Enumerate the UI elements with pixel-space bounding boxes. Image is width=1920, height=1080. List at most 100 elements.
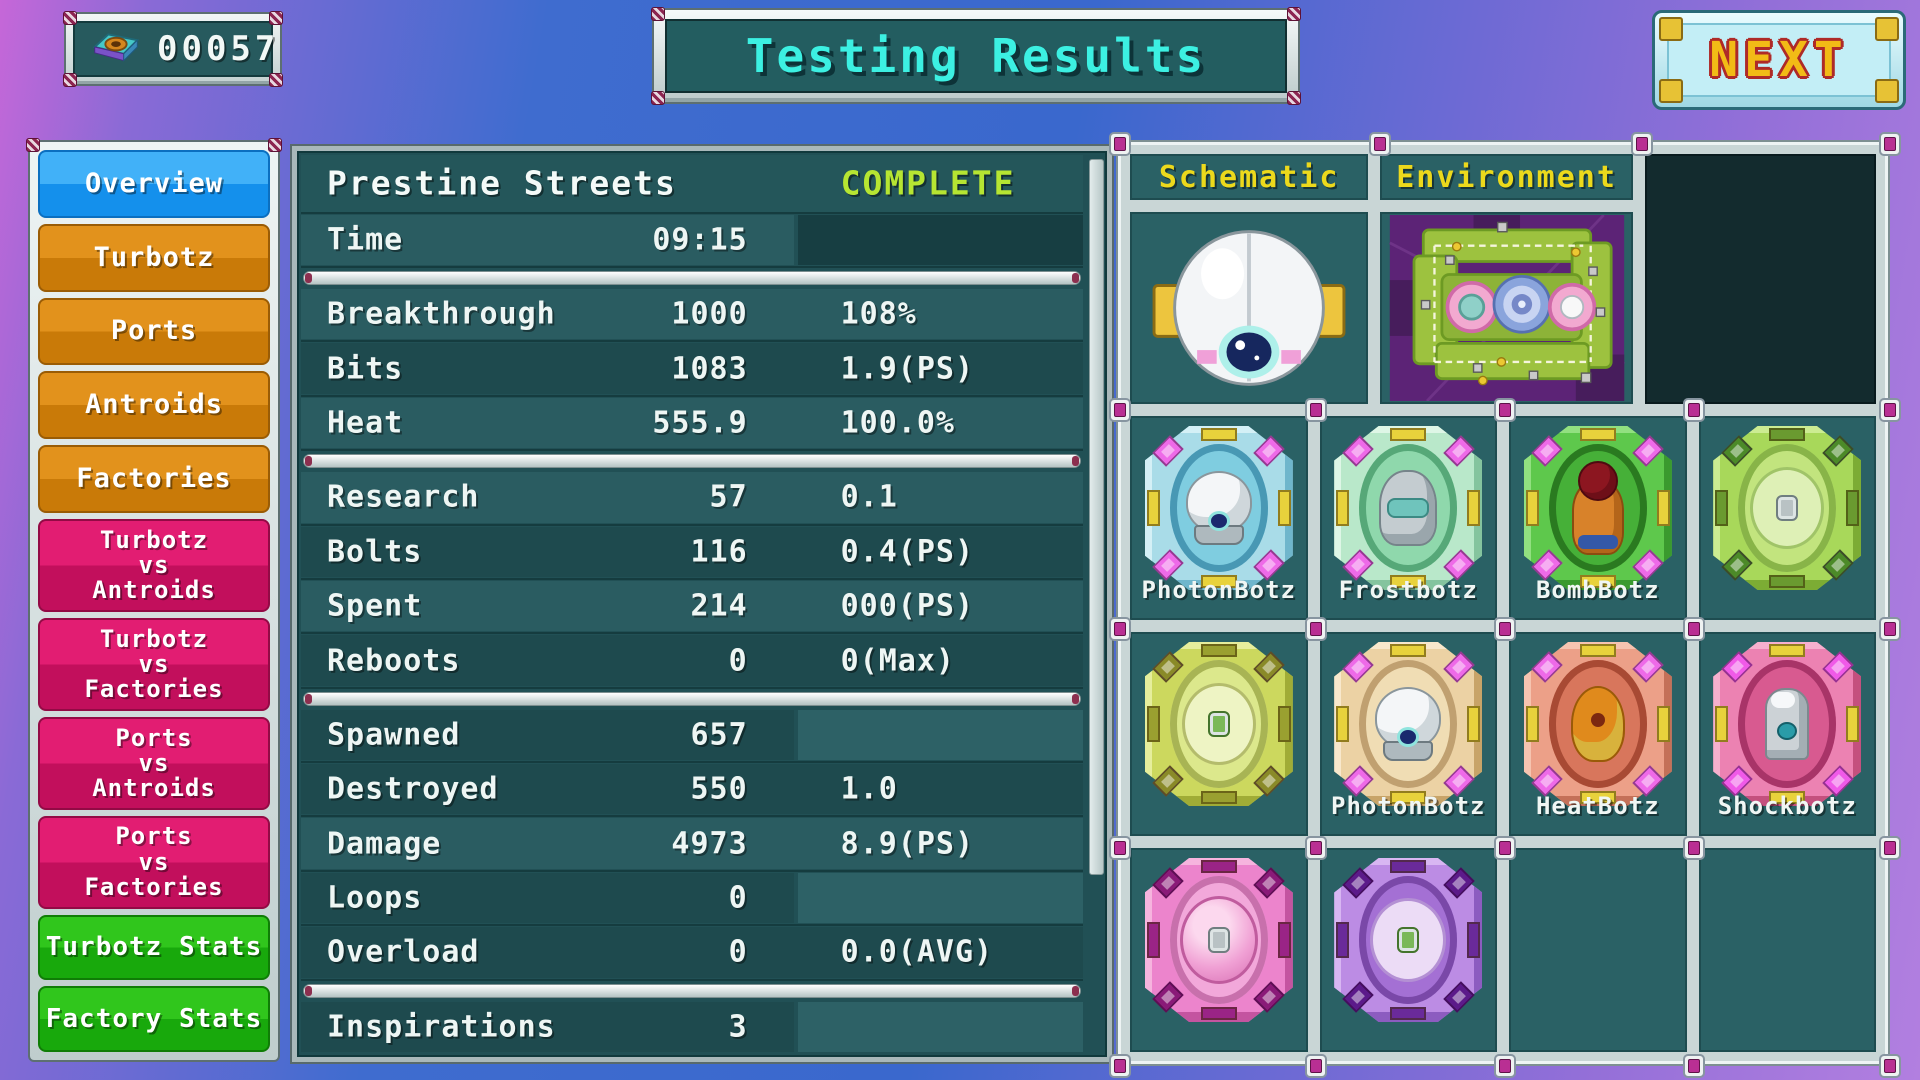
row-background <box>301 635 1083 686</box>
gem-connector <box>1369 132 1391 156</box>
stat-label: Breakthrough <box>327 296 556 332</box>
section-divider <box>303 454 1081 469</box>
tab-turbotz-vs-antroids[interactable]: Turbotz vs Antroids <box>38 518 270 612</box>
pod-slot <box>1146 706 1160 742</box>
stat-row-inspirations: Inspirations 3 <box>301 1001 1083 1053</box>
stat-value: 4973 <box>671 826 748 862</box>
pod-slot <box>1769 575 1806 588</box>
pod-slot <box>1336 706 1350 742</box>
row-filler <box>797 1001 1083 1053</box>
turret-pod <box>1334 858 1483 1022</box>
turret-pod <box>1713 642 1862 806</box>
gem-connector <box>1683 836 1705 860</box>
stat-label: Research <box>327 479 480 515</box>
row-background <box>301 764 1083 815</box>
bot-cell-empty-pod-pink[interactable] <box>1130 848 1308 1052</box>
bomb-bot-icon <box>1571 480 1624 555</box>
turret-pod <box>1523 642 1672 806</box>
stats-scrollbar[interactable] <box>1089 159 1104 875</box>
tab-ports-vs-factories[interactable]: Ports vs Factories <box>38 815 270 909</box>
tab-antroids[interactable]: Antroids <box>38 371 270 440</box>
gem-connector <box>1305 836 1327 860</box>
photon-bot-icon <box>1375 687 1442 761</box>
stat-label: Time <box>327 222 404 258</box>
stat-row-destroyed: Destroyed 550 1.0 <box>301 763 1083 818</box>
bot-cell-empty <box>1698 848 1876 1052</box>
stat-value: 555.9 <box>652 405 748 441</box>
stat-extra: 0.1 <box>840 479 898 515</box>
stat-row-overload: Overload 0 0.0(AVG) <box>301 926 1083 981</box>
turret-pod <box>1334 642 1483 806</box>
turret-pod <box>1523 426 1672 590</box>
badge-corner-deco <box>63 73 77 87</box>
badge-corner-deco <box>269 73 283 87</box>
bot-cell-photonbotz-1[interactable]: PhotonBotz <box>1130 416 1308 620</box>
row-background <box>301 526 1083 577</box>
stat-extra: 8.9(PS) <box>840 826 975 862</box>
pod-slot <box>1390 791 1427 804</box>
next-button[interactable]: NEXT <box>1652 10 1906 110</box>
bot-cell-photonbotz-2[interactable]: PhotonBotz <box>1319 632 1497 836</box>
bot-name-label: Shockbotz <box>1717 792 1857 820</box>
tab-ports[interactable]: Ports <box>38 297 270 366</box>
empty-mount-icon <box>1776 495 1799 521</box>
gem-connector <box>1109 132 1131 156</box>
results-panel: Prestine Streets COMPLETE Time 09:15 Bre… <box>290 144 1114 1064</box>
stat-extra: 108% <box>840 296 917 332</box>
tab-factories[interactable]: Factories <box>38 445 270 513</box>
stat-label: Bolts <box>327 534 423 570</box>
bot-name-label: BombBotz <box>1535 576 1660 604</box>
next-corner-deco <box>1875 17 1899 41</box>
bot-cell-empty-pod-green[interactable] <box>1698 416 1876 620</box>
stats-rows: Prestine Streets COMPLETE Time 09:15 Bre… <box>301 155 1083 1053</box>
stat-extra: 100.0% <box>840 405 955 441</box>
score-counter-badge: 00057 <box>63 11 283 87</box>
bot-name-label: Frostbotz <box>1338 576 1478 604</box>
row-background <box>301 927 1083 978</box>
bot-cell-empty <box>1509 848 1687 1052</box>
stat-value: 214 <box>690 588 748 624</box>
pod-slot <box>1579 644 1616 657</box>
schematic-image <box>1130 212 1369 404</box>
turret-pod <box>1144 426 1293 590</box>
stat-label: Loops <box>327 880 423 916</box>
stat-extra: 0(Max) <box>840 643 955 678</box>
stat-extra: 0.0(AVG) <box>840 934 994 970</box>
stat-label: Heat <box>327 405 404 441</box>
bot-cell-bombbotz[interactable]: BombBotz <box>1509 416 1687 620</box>
stat-row-loops: Loops 0 <box>301 872 1083 927</box>
stats-sidebar: Overview Turbotz Ports Antroids Factorie… <box>26 138 282 1062</box>
bot-cell-shockbotz[interactable]: Shockbotz <box>1698 632 1876 836</box>
pod-slot <box>1656 706 1670 742</box>
bot-cell-empty-pod-olive[interactable] <box>1130 632 1308 836</box>
level-header-row: Prestine Streets COMPLETE <box>301 155 1083 214</box>
pod-slot <box>1390 644 1427 657</box>
section-divider <box>303 983 1081 998</box>
stat-label: Spent <box>327 588 423 624</box>
pod-slot <box>1390 575 1427 588</box>
environment-map-image <box>1380 212 1633 404</box>
gem-connector <box>1631 132 1653 156</box>
stat-row-breakthrough: Breakthrough 1000 108% <box>301 288 1083 343</box>
bot-cell-empty-pod-purple[interactable] <box>1319 848 1497 1052</box>
tab-factory-stats[interactable]: Factory Stats <box>38 986 270 1052</box>
stat-label: Spawned <box>327 717 461 753</box>
tab-turbotz-stats[interactable]: Turbotz Stats <box>38 914 270 981</box>
bot-cell-heatbotz[interactable]: HeatBotz <box>1509 632 1687 836</box>
title-banner: Testing Results <box>651 7 1301 105</box>
next-button-face[interactable]: NEXT <box>1667 23 1891 97</box>
empty-mount-icon <box>1207 711 1230 737</box>
pod-slot <box>1390 428 1427 441</box>
bot-cell-frostbotz[interactable]: Frostbotz <box>1319 416 1497 620</box>
pod-slot <box>1200 575 1237 588</box>
stat-row-bolts: Bolts 116 0.4(PS) <box>301 526 1083 580</box>
tab-turbotz[interactable]: Turbotz <box>38 223 270 292</box>
pod-slot <box>1200 1007 1237 1020</box>
tab-overview[interactable]: Overview <box>38 150 270 218</box>
tab-turbotz-vs-factories[interactable]: Turbotz vs Factories <box>38 617 270 711</box>
pod-slot <box>1579 575 1616 588</box>
gem-connector <box>1494 1054 1516 1078</box>
tab-ports-vs-antroids[interactable]: Ports vs Antroids <box>38 716 270 810</box>
banner-corner-deco <box>651 91 665 105</box>
pod-slot <box>1579 791 1616 804</box>
